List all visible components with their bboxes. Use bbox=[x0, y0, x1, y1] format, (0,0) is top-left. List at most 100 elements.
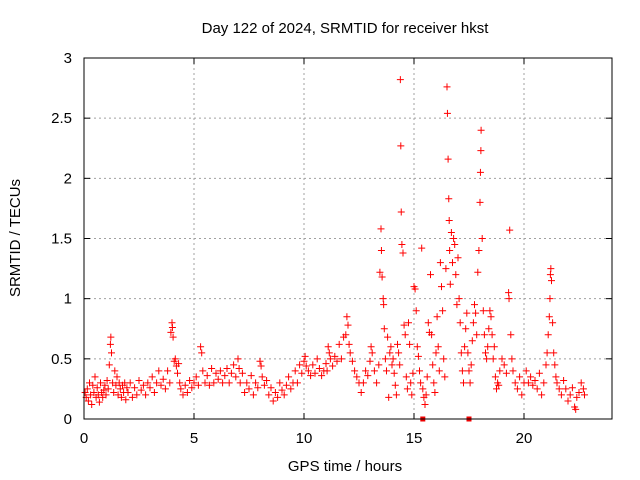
data-point bbox=[247, 372, 255, 380]
data-point bbox=[488, 331, 496, 339]
data-point bbox=[300, 357, 308, 365]
data-point bbox=[188, 384, 196, 392]
data-point bbox=[474, 268, 482, 276]
data-point bbox=[113, 373, 121, 381]
data-point bbox=[502, 369, 510, 377]
grid-lines bbox=[84, 58, 612, 419]
data-point bbox=[395, 349, 403, 357]
data-point bbox=[181, 381, 189, 389]
data-point bbox=[199, 367, 207, 375]
data-point bbox=[161, 385, 169, 393]
data-point bbox=[137, 386, 145, 394]
data-point bbox=[342, 331, 350, 339]
x-axis-ticks: 0 5 10 15 20 bbox=[80, 58, 532, 447]
data-point bbox=[406, 340, 414, 348]
data-point bbox=[117, 393, 125, 401]
data-point bbox=[101, 381, 109, 389]
data-point bbox=[302, 362, 310, 370]
data-point bbox=[225, 379, 233, 387]
data-point bbox=[475, 247, 483, 255]
data-point bbox=[482, 349, 489, 357]
data-point bbox=[192, 373, 200, 381]
data-point bbox=[540, 379, 548, 387]
data-point bbox=[397, 208, 405, 216]
data-point bbox=[296, 361, 304, 369]
data-point bbox=[97, 379, 104, 387]
data-point bbox=[464, 349, 472, 357]
data-point bbox=[546, 271, 554, 279]
data-point bbox=[265, 391, 273, 399]
data-point bbox=[500, 361, 508, 369]
data-point bbox=[301, 352, 309, 360]
data-point bbox=[177, 385, 185, 393]
data-point bbox=[313, 355, 321, 363]
data-point bbox=[522, 367, 530, 375]
data-point bbox=[457, 349, 465, 357]
data-point bbox=[124, 389, 132, 397]
x-tick-label: 5 bbox=[190, 430, 198, 447]
data-point bbox=[245, 385, 253, 393]
data-point bbox=[462, 325, 470, 333]
data-point bbox=[91, 373, 99, 381]
data-point bbox=[579, 385, 587, 393]
data-point bbox=[509, 367, 517, 375]
data-point bbox=[155, 367, 163, 375]
data-point bbox=[568, 384, 576, 392]
data-point bbox=[329, 362, 337, 370]
data-point bbox=[495, 381, 503, 389]
data-point bbox=[478, 235, 486, 242]
data-point bbox=[381, 355, 389, 363]
data-point bbox=[446, 247, 454, 255]
data-point bbox=[443, 83, 451, 91]
data-point bbox=[285, 373, 293, 381]
data-point bbox=[221, 372, 229, 380]
data-point bbox=[513, 385, 521, 393]
data-point bbox=[291, 367, 299, 375]
data-point bbox=[282, 381, 290, 389]
data-point bbox=[409, 369, 417, 377]
data-point bbox=[263, 376, 271, 384]
data-point bbox=[93, 384, 101, 392]
data-point bbox=[438, 283, 445, 291]
data-point bbox=[197, 343, 205, 351]
data-point bbox=[555, 385, 563, 393]
data-point bbox=[159, 375, 167, 383]
data-point bbox=[171, 355, 179, 363]
data-point bbox=[103, 376, 111, 384]
data-point bbox=[486, 307, 494, 315]
data-point bbox=[552, 373, 560, 381]
x-tick-label: 15 bbox=[406, 430, 423, 447]
data-point bbox=[398, 241, 406, 249]
data-point bbox=[260, 381, 268, 389]
data-point bbox=[169, 333, 177, 341]
data-point bbox=[446, 280, 454, 288]
data-point bbox=[234, 355, 242, 363]
data-point bbox=[560, 376, 568, 384]
data-point bbox=[219, 379, 227, 387]
data-point bbox=[348, 357, 356, 365]
data-point bbox=[416, 367, 423, 375]
data-point bbox=[399, 249, 407, 257]
data-point bbox=[476, 168, 484, 176]
data-point bbox=[392, 391, 400, 399]
data-point bbox=[131, 384, 139, 392]
data-point bbox=[444, 155, 452, 163]
data-point bbox=[210, 379, 218, 387]
data-point bbox=[508, 355, 516, 363]
y-axis-label: SRMTID / TECUs bbox=[7, 179, 24, 297]
data-point bbox=[428, 331, 436, 339]
data-point bbox=[496, 367, 504, 375]
data-point bbox=[345, 340, 353, 348]
data-point bbox=[325, 349, 333, 357]
data-point bbox=[337, 355, 345, 363]
data-point bbox=[123, 384, 131, 392]
data-point bbox=[429, 361, 437, 369]
data-point bbox=[230, 361, 238, 369]
data-point bbox=[370, 367, 378, 375]
data-point bbox=[212, 369, 220, 377]
data-point bbox=[203, 372, 211, 380]
data-point bbox=[378, 273, 386, 281]
data-point bbox=[465, 367, 473, 375]
data-point bbox=[544, 331, 552, 339]
data-point bbox=[450, 235, 458, 242]
